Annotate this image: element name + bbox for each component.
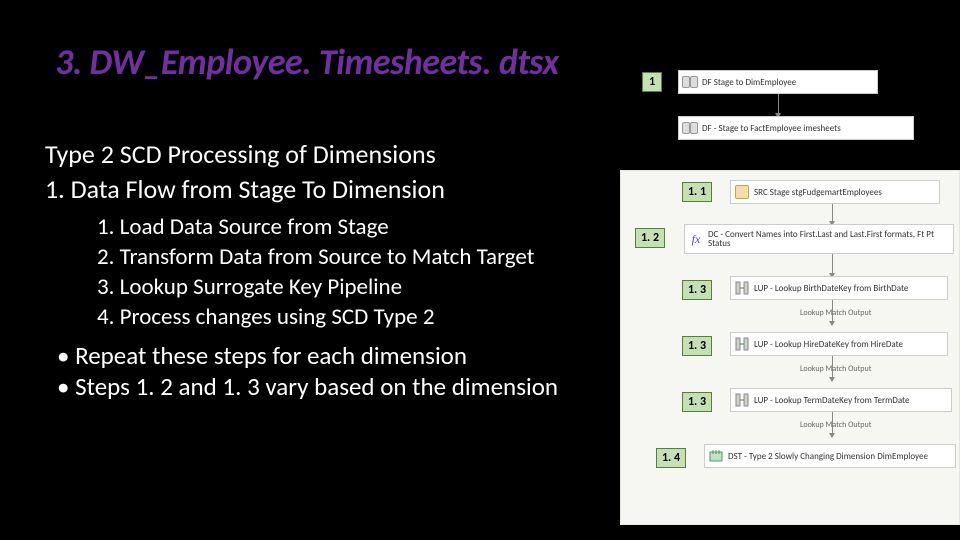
fx-icon: fx xyxy=(688,231,704,247)
text-column: Type 2 SCD Processing of Dimensions 1. D… xyxy=(45,138,575,402)
arrow-label: Lookup Match Output xyxy=(800,364,871,374)
node-lookup-term: LUP - Lookup TermDateKey from TermDate xyxy=(730,388,952,412)
node-dc: fx DC - Convert Names into First.Last an… xyxy=(684,224,954,254)
node-lookup-birth: LUP - Lookup BirthDateKey from BirthDate xyxy=(730,276,948,300)
arrow-icon xyxy=(778,94,779,114)
task-stage-to-fact: DF - Stage to FactEmployee imesheets xyxy=(678,116,914,140)
substep-3: 3. Lookup Surrogate Key Pipeline xyxy=(97,273,575,301)
database-icon xyxy=(682,120,698,136)
bullet-2: • Steps 1. 2 and 1. 3 vary based on the … xyxy=(57,372,575,403)
node-label: DST - Type 2 Slowly Changing Dimension D… xyxy=(728,451,928,462)
destination-icon xyxy=(708,449,724,463)
lookup-icon xyxy=(734,281,750,295)
heading-text: Type 2 SCD Processing of Dimensions xyxy=(45,138,575,171)
badge-1-2: 1. 2 xyxy=(635,228,665,248)
node-label: SRC Stage stgFudgemartEmployees xyxy=(754,187,882,198)
node-dst: DST - Type 2 Slowly Changing Dimension D… xyxy=(704,444,956,468)
badge-1-3c: 1. 3 xyxy=(682,392,712,412)
slide-title: 3. DW_Employee. Timesheets. dtsx xyxy=(55,40,559,84)
substep-4: 4. Process changes using SCD Type 2 xyxy=(97,303,575,331)
node-label: DC - Convert Names into First.Last and L… xyxy=(708,230,949,249)
badge-1-4: 1. 4 xyxy=(656,448,686,468)
badge-1-1: 1. 1 xyxy=(682,182,712,202)
arrow-icon xyxy=(832,254,833,274)
substep-1: 1. Load Data Source from Stage xyxy=(97,213,575,241)
slide: 3. DW_Employee. Timesheets. dtsx Type 2 … xyxy=(0,0,960,540)
bullet-list: • Repeat these steps for each dimension … xyxy=(57,341,575,402)
task-label: DF - Stage to FactEmployee imesheets xyxy=(702,123,841,134)
ssis-diagram: 1 DF Stage to DimEmployee DF - Stage to … xyxy=(600,68,960,528)
bullet-1: • Repeat these steps for each dimension xyxy=(57,341,575,372)
lookup-icon xyxy=(734,337,750,351)
badge-1-3a: 1. 3 xyxy=(682,280,712,300)
node-label: LUP - Lookup TermDateKey from TermDate xyxy=(754,395,909,406)
node-label: LUP - Lookup HireDateKey from HireDate xyxy=(754,339,903,350)
substep-2: 2. Transform Data from Source to Match T… xyxy=(97,243,575,271)
badge-1-3b: 1. 3 xyxy=(682,336,712,356)
database-icon xyxy=(682,74,698,90)
source-icon xyxy=(734,184,750,200)
arrow-label: Lookup Match Output xyxy=(800,308,871,318)
node-src: SRC Stage stgFudgemartEmployees xyxy=(730,180,940,204)
task-label: DF Stage to DimEmployee xyxy=(702,77,796,88)
substeps: 1. Load Data Source from Stage 2. Transf… xyxy=(97,213,575,331)
node-lookup-hire: LUP - Lookup HireDateKey from HireDate xyxy=(730,332,948,356)
badge-1: 1 xyxy=(642,72,662,92)
node-label: LUP - Lookup BirthDateKey from BirthDate xyxy=(754,283,908,294)
step-1: 1. Data Flow from Stage To Dimension xyxy=(45,173,575,206)
lookup-icon xyxy=(734,393,750,407)
arrow-label: Lookup Match Output xyxy=(800,420,871,430)
task-stage-to-dimemployee: DF Stage to DimEmployee xyxy=(678,70,878,94)
arrow-icon xyxy=(832,204,833,222)
